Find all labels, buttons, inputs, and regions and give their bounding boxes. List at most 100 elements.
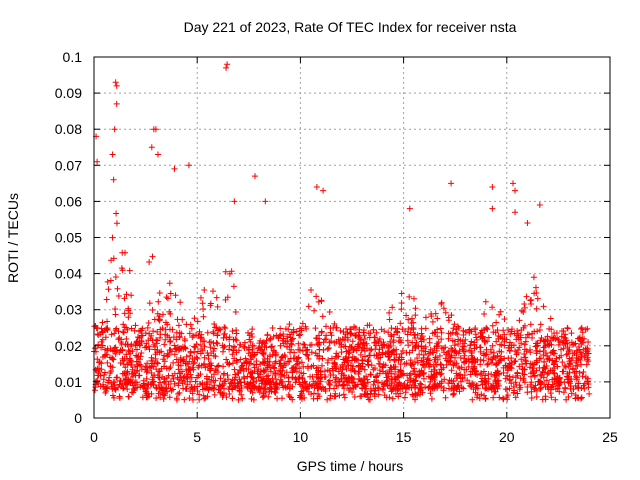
data-point xyxy=(229,395,236,402)
data-point xyxy=(162,331,169,338)
data-point xyxy=(313,335,320,342)
data-point xyxy=(447,358,454,365)
data-point xyxy=(225,376,232,383)
data-point xyxy=(194,355,201,362)
data-point xyxy=(135,372,142,379)
data-point xyxy=(425,350,432,357)
data-point xyxy=(265,361,272,368)
data-point xyxy=(322,386,329,393)
data-point xyxy=(387,338,394,345)
data-point xyxy=(468,338,475,345)
data-point xyxy=(280,331,287,338)
data-point-peak xyxy=(489,183,496,190)
data-point xyxy=(220,389,227,396)
data-point xyxy=(314,341,321,348)
data-point xyxy=(315,332,322,339)
data-point xyxy=(360,382,367,389)
data-point xyxy=(104,345,111,352)
data-point xyxy=(388,349,395,356)
data-point xyxy=(545,342,552,349)
data-point xyxy=(296,365,303,372)
data-point xyxy=(488,359,495,366)
data-point xyxy=(362,353,369,360)
data-point xyxy=(299,374,306,381)
data-point xyxy=(259,394,266,401)
data-point xyxy=(528,394,535,401)
data-point xyxy=(134,334,141,341)
data-point xyxy=(534,359,541,366)
data-point xyxy=(138,332,145,339)
data-point xyxy=(246,346,253,353)
data-point xyxy=(584,356,591,363)
data-point xyxy=(530,274,537,281)
data-point xyxy=(393,346,400,353)
data-point xyxy=(548,394,555,401)
data-point xyxy=(579,329,586,336)
data-point xyxy=(497,333,504,340)
data-point xyxy=(401,394,408,401)
data-point xyxy=(220,371,227,378)
data-point xyxy=(253,358,260,365)
data-point xyxy=(307,342,314,349)
data-point xyxy=(222,325,229,332)
data-point xyxy=(389,304,396,311)
data-point xyxy=(422,384,429,391)
data-point xyxy=(506,339,513,346)
data-point xyxy=(144,367,151,374)
data-point xyxy=(537,378,544,385)
data-point xyxy=(295,354,302,361)
data-point xyxy=(170,375,177,382)
data-point xyxy=(347,385,354,392)
data-point xyxy=(504,367,511,374)
data-point xyxy=(164,321,171,328)
data-point xyxy=(167,364,174,371)
data-point xyxy=(245,329,252,336)
data-point xyxy=(193,374,200,381)
data-point xyxy=(211,391,218,398)
data-point xyxy=(223,334,230,341)
data-point xyxy=(434,326,441,333)
data-point xyxy=(440,364,447,371)
data-point xyxy=(315,298,322,305)
data-point xyxy=(462,328,469,335)
data-point xyxy=(466,347,473,354)
data-point xyxy=(232,336,239,343)
data-point xyxy=(364,394,371,401)
data-point xyxy=(235,396,242,403)
data-point xyxy=(501,342,508,349)
data-point xyxy=(328,332,335,339)
data-point xyxy=(188,374,195,381)
data-point xyxy=(263,337,270,344)
data-point xyxy=(255,370,262,377)
data-point xyxy=(248,373,255,380)
data-point xyxy=(430,363,437,370)
data-point xyxy=(148,363,155,370)
data-point xyxy=(573,359,580,366)
data-point xyxy=(249,342,256,349)
data-point xyxy=(280,384,287,391)
data-point-peak xyxy=(154,151,161,158)
data-point xyxy=(464,377,471,384)
data-point xyxy=(110,394,117,401)
data-point xyxy=(238,382,245,389)
data-point xyxy=(286,358,293,365)
data-point xyxy=(536,348,543,355)
data-point xyxy=(140,382,147,389)
data-point xyxy=(272,349,279,356)
data-point xyxy=(272,370,279,377)
data-point xyxy=(438,301,445,308)
data-point xyxy=(506,347,513,354)
data-point xyxy=(379,363,386,370)
data-point xyxy=(120,329,127,336)
data-point xyxy=(298,383,305,390)
data-point xyxy=(540,303,547,310)
data-point xyxy=(343,365,350,372)
data-point xyxy=(220,363,227,370)
data-point xyxy=(210,348,217,355)
data-point xyxy=(199,347,206,354)
data-point xyxy=(477,329,484,336)
data-point xyxy=(180,357,187,364)
data-point xyxy=(241,339,248,346)
data-point xyxy=(212,377,219,384)
data-point xyxy=(497,308,504,315)
